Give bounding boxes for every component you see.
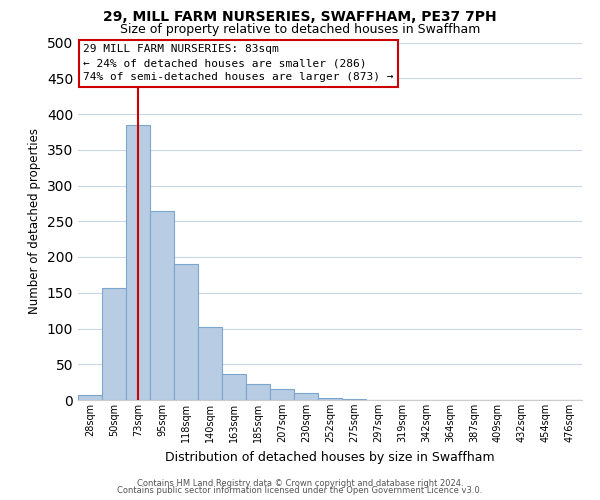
Text: 29, MILL FARM NURSERIES, SWAFFHAM, PE37 7PH: 29, MILL FARM NURSERIES, SWAFFHAM, PE37 … [103,10,497,24]
X-axis label: Distribution of detached houses by size in Swaffham: Distribution of detached houses by size … [165,450,495,464]
Bar [294,393,318,400]
Text: Contains HM Land Registry data © Crown copyright and database right 2024.: Contains HM Land Registry data © Crown c… [137,478,463,488]
Bar [126,124,150,400]
Bar [198,327,222,400]
Bar [78,395,102,400]
Bar [150,210,174,400]
Text: Contains public sector information licensed under the Open Government Licence v3: Contains public sector information licen… [118,486,482,495]
Y-axis label: Number of detached properties: Number of detached properties [28,128,41,314]
Bar [174,264,198,400]
Bar [222,374,246,400]
Bar [342,398,366,400]
Bar [318,398,342,400]
Bar [246,384,270,400]
Text: 29 MILL FARM NURSERIES: 83sqm
← 24% of detached houses are smaller (286)
74% of : 29 MILL FARM NURSERIES: 83sqm ← 24% of d… [83,44,394,82]
Bar [102,288,126,400]
Bar [270,390,294,400]
Text: Size of property relative to detached houses in Swaffham: Size of property relative to detached ho… [120,22,480,36]
